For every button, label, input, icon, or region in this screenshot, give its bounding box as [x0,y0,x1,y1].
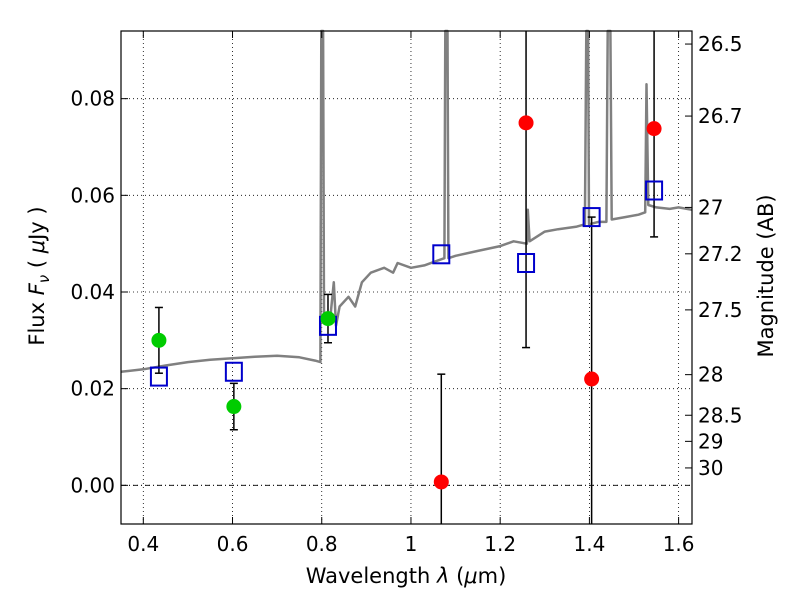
model-square-marker [432,244,451,265]
magnitude-tick-label: 26.5 [698,32,743,56]
model-square-marker [149,366,168,387]
x-tick-label: 0.6 [217,532,249,556]
red-point-marker [646,121,662,137]
red-point-marker [433,474,449,490]
label-layer: 0.4 0.6 0.8 1 1.2 1.4 1.6 0.00 0.02 0.04 0.06 0.08 2… [70,32,742,556]
x-tick-label: 1.4 [573,532,605,556]
x-axis-label-part: λ [436,564,449,588]
right-axis-label: Magnitude (AB) [754,194,778,357]
x-axis-label-part: Wavelength [306,564,437,588]
magnitude-tick-label: 29 [698,429,723,453]
y-axis-label-part: Flux [25,295,49,345]
y-tick-label: 0.08 [70,87,115,111]
magnitude-tick-label: 30 [698,456,723,480]
marker-layer [149,115,664,490]
model-square-marker [582,207,601,228]
magnitude-tick-label: 28 [698,363,723,387]
magnitude-tick-label: 27 [698,195,723,219]
x-tick-label: 0.8 [306,532,338,556]
x-axis-label-part: ( [449,564,464,588]
x-tick-label: 1.2 [484,532,516,556]
y-tick-label: 0.04 [70,280,115,304]
y-axis-label-part: F [25,282,49,295]
x-tick-label: 0.4 [127,532,159,556]
y-axis-label-part: Jy ) [25,206,49,242]
x-axis-label-part: m) [478,564,507,588]
red-point-marker [584,371,600,387]
green-point-marker [226,399,242,415]
magnitude-tick-label: 26.7 [698,104,743,128]
y-axis-label-part: ν [35,275,53,283]
green-point-marker [320,311,336,327]
x-axis-label: Wavelength λ (μm) [306,564,507,588]
y-axis-label-part: μ [25,240,49,254]
magnitude-tick-label: 27.5 [698,298,743,322]
tick-layer [121,31,692,524]
y-tick-label: 0.06 [70,183,115,207]
x-axis-label-part: μ [463,564,477,588]
model-square-marker [645,180,664,201]
y-tick-label: 0.02 [70,377,115,401]
y-axis-label-part: ( [25,253,49,275]
red-point-marker [518,115,534,131]
magnitude-tick-label: 27.2 [698,242,743,266]
magnitude-tick-label: 28.5 [698,403,743,427]
x-tick-label: 1.6 [663,532,695,556]
model-square-marker [224,361,243,382]
plot-frame [120,30,693,525]
y-tick-label: 0.00 [70,473,115,497]
model-square-marker [517,253,536,273]
x-tick-label: 1 [405,532,418,556]
y-axis-label: Flux Fν ( μJy ) [25,206,53,345]
green-point-marker [151,332,167,348]
